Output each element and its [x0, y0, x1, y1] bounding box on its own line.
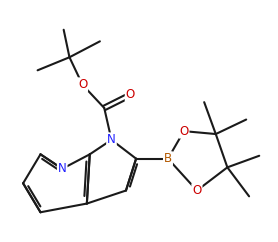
Text: O: O: [78, 78, 87, 91]
Text: N: N: [107, 133, 116, 146]
Text: O: O: [192, 184, 202, 197]
Text: O: O: [126, 88, 135, 101]
Text: O: O: [179, 125, 188, 138]
Text: B: B: [164, 152, 172, 165]
Text: N: N: [58, 162, 67, 175]
